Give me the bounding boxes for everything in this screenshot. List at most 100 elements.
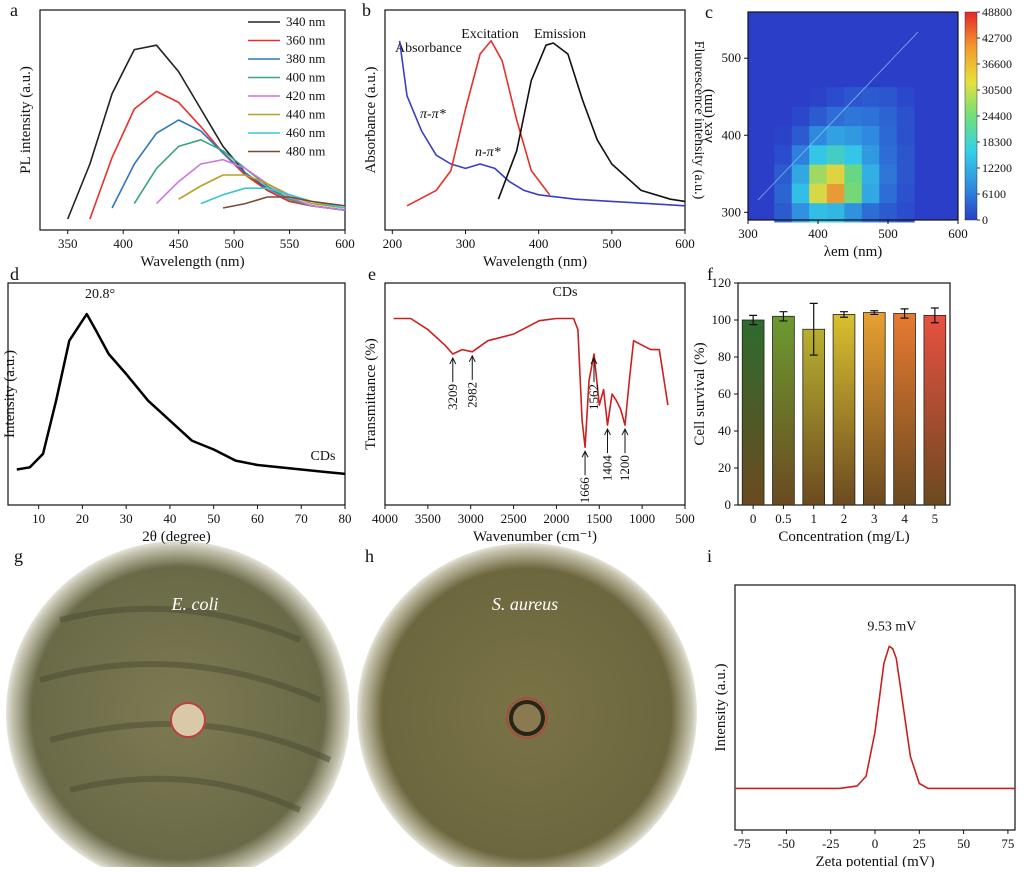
y-tick-label: 400 — [722, 127, 742, 142]
x-tick-label: 400 — [529, 236, 549, 251]
x-tick-label: 30 — [120, 511, 133, 526]
arrow-head — [468, 354, 476, 363]
legend-label: 400 nm — [286, 70, 325, 85]
x-tick-label: 70 — [295, 511, 308, 526]
line-series — [133, 139, 346, 211]
y-axis-label: Intensity (a.u.) — [2, 350, 18, 438]
peak-label: 3209 — [445, 384, 460, 410]
bar — [893, 313, 916, 506]
heatmap-cell — [826, 164, 845, 184]
line-series — [222, 196, 346, 209]
x-tick-label: 50 — [207, 511, 220, 526]
legend-label: 380 nm — [286, 51, 325, 66]
heatmap-cell — [879, 164, 898, 184]
heatmap-cell — [809, 164, 828, 184]
panel-letter: b — [362, 0, 371, 20]
error-bar — [870, 310, 879, 316]
colorbar-tick-label: 42700 — [982, 31, 1012, 45]
error-bar — [749, 314, 758, 326]
x-tick-label: 300 — [456, 236, 476, 251]
heatmap-cell — [896, 144, 915, 165]
y-tick-label: 40 — [718, 423, 731, 438]
heatmap-cell — [791, 87, 810, 107]
peak-label: 1562 — [586, 384, 601, 410]
y-axis-label: Absorbance (a.u.) — [363, 66, 379, 173]
x-tick-label: -25 — [822, 836, 839, 851]
x-tick-label: 5 — [932, 511, 939, 526]
panel-letter: f — [707, 264, 713, 284]
heatmap-cell — [809, 125, 828, 146]
x-axis-label: Concentration (mg/L) — [778, 529, 909, 545]
annotation: Absorbance — [395, 41, 462, 56]
colorbar-tick-label: 24400 — [982, 109, 1012, 123]
panel-letter: i — [707, 546, 712, 566]
bar — [923, 314, 947, 506]
annotation: Excitation — [461, 27, 519, 42]
peak-label: 1666 — [577, 477, 592, 504]
line-series — [155, 158, 346, 211]
y-axis-label: Transmittance (%) — [363, 338, 379, 450]
colorbar-tick-label: 6100 — [982, 187, 1006, 201]
photo-label: S. aureus — [492, 594, 558, 614]
line-series — [398, 40, 686, 207]
bar — [772, 315, 795, 506]
x-tick-label: 20 — [76, 511, 89, 526]
heatmap-cell — [861, 183, 880, 204]
colorbar-tick-label: 36600 — [982, 57, 1012, 71]
photo-g — [6, 541, 350, 872]
x-tick-label: 550 — [280, 236, 300, 251]
x-axis-label: Zeta potential (mV) — [815, 854, 934, 867]
x-tick-label: 300 — [738, 226, 758, 241]
colorbar-tick-label: 18300 — [982, 135, 1012, 149]
heatmap-cell — [879, 144, 898, 165]
peak-label: 1404 — [600, 455, 615, 482]
annotation: n-π* — [475, 145, 501, 160]
plot-frame — [39, 9, 346, 231]
colorbar-tick-label: 30500 — [982, 83, 1012, 97]
heatmap-cell — [896, 183, 915, 204]
x-tick-label: 1000 — [629, 511, 655, 526]
x-tick-label: 400 — [113, 236, 133, 251]
x-tick-label: 2 — [841, 511, 848, 526]
x-tick-label: 0 — [872, 836, 879, 851]
x-axis-label: 2θ (degree) — [142, 529, 210, 545]
legend-label: 340 nm — [286, 14, 325, 29]
y-tick-label: 0 — [725, 497, 732, 512]
petri-dish — [6, 541, 350, 872]
error-bar — [930, 307, 939, 324]
error-bar — [809, 302, 818, 356]
panel-letter: c — [705, 2, 713, 22]
heatmap-cell — [879, 183, 898, 204]
heatmap-cell — [774, 202, 793, 223]
heatmap-cell — [896, 125, 915, 146]
x-tick-label: 10 — [32, 511, 45, 526]
x-tick-label: 4000 — [372, 511, 398, 526]
heatmap-cell — [844, 164, 863, 184]
heatmap-cell — [844, 106, 863, 127]
x-tick-label: 50 — [957, 836, 970, 851]
heatmap-cell — [809, 202, 828, 223]
peak-label: 1200 — [617, 455, 632, 481]
x-tick-label: 4 — [901, 511, 908, 526]
heatmap-cell — [861, 87, 880, 107]
arrow-head — [621, 427, 629, 436]
heatmap-cell — [826, 144, 845, 165]
x-tick-label: 40 — [163, 511, 176, 526]
x-tick-label: 500 — [878, 226, 898, 241]
plot-frame — [384, 282, 686, 506]
heatmap-cell — [774, 106, 793, 127]
x-tick-label: 450 — [169, 236, 189, 251]
x-tick-label: 60 — [251, 511, 264, 526]
x-tick-label: 0.5 — [775, 511, 791, 526]
heatmap-cell — [774, 183, 793, 204]
y-tick-label: 300 — [722, 204, 742, 219]
heatmap-cell — [791, 183, 810, 204]
plot-frame — [7, 282, 346, 506]
heatmap-cell — [774, 87, 793, 107]
x-tick-label: 0 — [750, 511, 757, 526]
arrow-head — [449, 356, 457, 365]
bar — [862, 312, 886, 506]
heatmap-cell — [844, 125, 863, 146]
x-tick-label: 350 — [58, 236, 78, 251]
